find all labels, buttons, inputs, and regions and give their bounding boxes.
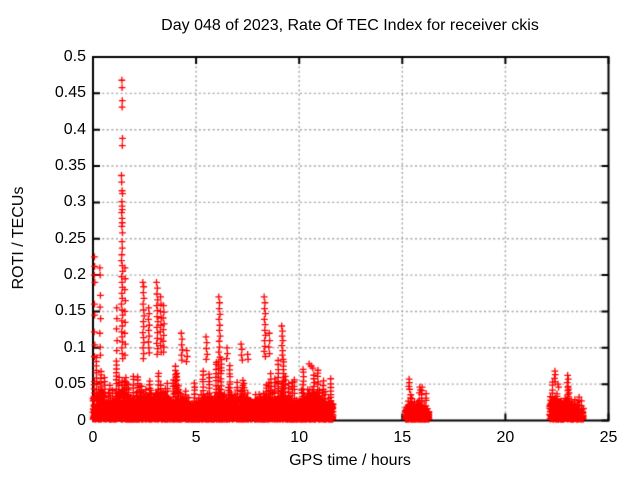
y-tick-label: 0.35 bbox=[54, 157, 86, 175]
y-tick-label: 0.05 bbox=[54, 375, 86, 393]
y-tick-label: 0.2 bbox=[63, 266, 86, 284]
y-tick-label: 0.15 bbox=[54, 302, 86, 320]
y-tick-label: 0.4 bbox=[63, 120, 86, 138]
y-tick-label: 0.45 bbox=[54, 84, 86, 102]
y-tick-label: 0.3 bbox=[63, 193, 86, 211]
x-tick-label: 5 bbox=[191, 429, 201, 446]
x-tick-label: 0 bbox=[88, 429, 98, 446]
y-axis-label: ROTI / TECUs bbox=[10, 186, 27, 290]
y-tick-label: 0 bbox=[77, 411, 86, 429]
y-tick-label: 0.25 bbox=[54, 229, 86, 247]
chart-title: Day 048 of 2023, Rate Of TEC Index for r… bbox=[161, 17, 539, 34]
y-tick-label: 0.1 bbox=[63, 338, 86, 356]
x-tick-label: 20 bbox=[496, 429, 515, 446]
x-axis-label: GPS time / hours bbox=[289, 452, 411, 469]
y-tick-label: 0.5 bbox=[63, 48, 86, 65]
x-tick-label: 10 bbox=[290, 429, 309, 446]
x-tick-label: 15 bbox=[393, 429, 412, 446]
x-tick-label: 25 bbox=[599, 429, 618, 446]
